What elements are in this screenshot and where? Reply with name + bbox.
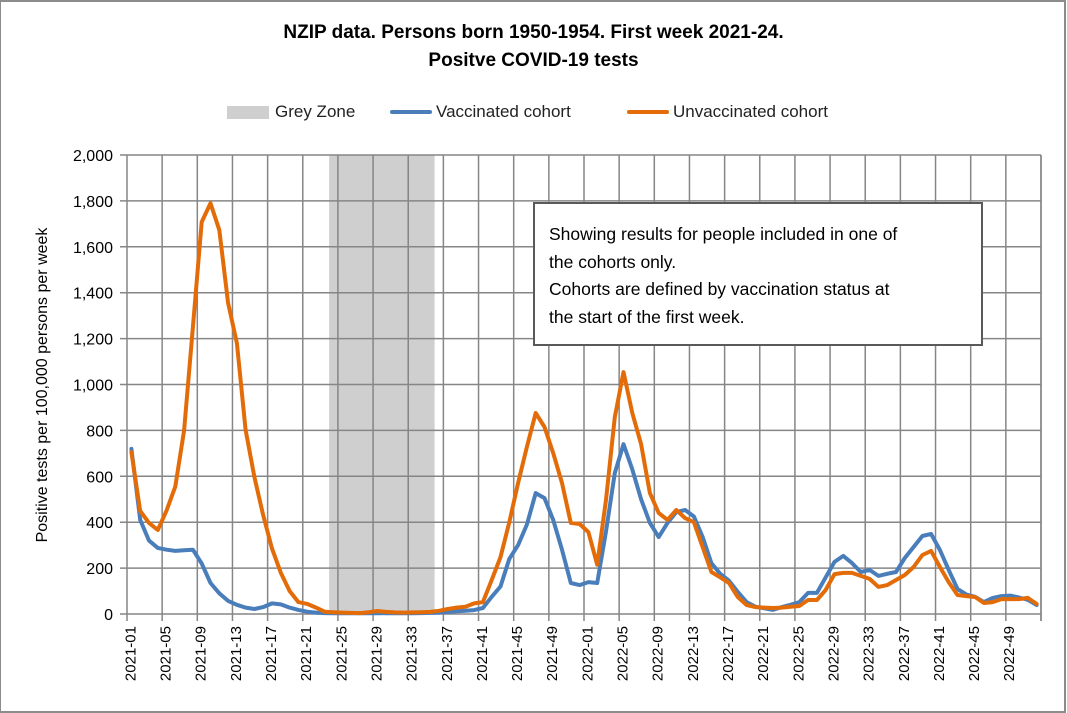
legend-label-unvaccinated: Unvaccinated cohort: [673, 102, 828, 121]
y-tick-label: 1,600: [73, 240, 113, 257]
legend-item-grey-zone: Grey Zone: [227, 102, 355, 122]
legend-label-grey-zone: Grey Zone: [275, 102, 356, 121]
x-tick-label: 2021-49: [544, 626, 561, 681]
x-tick-label: 2021-09: [193, 626, 210, 681]
y-tick-label: 0: [104, 607, 113, 624]
x-tick-label: 2022-25: [790, 626, 807, 681]
y-tick-label: 1,800: [73, 194, 113, 211]
legend-item-unvaccinated: Unvaccinated cohort: [627, 102, 828, 122]
y-tick-label: 1,000: [73, 378, 113, 395]
x-tick-label: 2022-01: [579, 626, 596, 681]
x-tick-label: 2021-21: [298, 626, 315, 681]
x-tick-label: 2022-05: [615, 626, 632, 681]
legend-label-vaccinated: Vaccinated cohort: [436, 102, 571, 121]
x-tick-label: 2021-45: [509, 626, 526, 681]
x-tick-label: 2021-33: [404, 626, 421, 681]
x-tick-label: 2022-21: [755, 626, 772, 681]
x-tick-label: 2021-05: [158, 626, 175, 681]
annotation-line: the cohorts only.: [549, 251, 677, 272]
x-tick-label: 2022-09: [650, 626, 667, 681]
x-tick-label: 2021-37: [439, 626, 456, 681]
x-tick-label: 2022-49: [1001, 626, 1018, 681]
x-tick-label: 2021-17: [263, 626, 280, 681]
y-axis-label: Positive tests per 100,000 persons per w…: [34, 227, 51, 543]
x-tick-label: 2022-41: [931, 626, 948, 681]
y-tick-label: 600: [86, 469, 113, 486]
annotation-line: Showing results for people included in o…: [549, 224, 898, 244]
y-tick-label: 200: [86, 561, 113, 578]
annotation-box: Showing results for people included in o…: [533, 202, 983, 346]
chart-subtitle: Positve COVID-19 tests: [428, 50, 639, 71]
legend-swatch-vaccinated: [390, 110, 432, 114]
x-tick-label: 2021-13: [228, 626, 245, 681]
x-tick-label: 2022-29: [825, 626, 842, 681]
y-tick-label: 1,400: [73, 286, 113, 303]
legend-swatch-grey-zone: [227, 105, 269, 119]
x-tick-label: 2021-25: [333, 626, 350, 681]
x-tick-label: 2022-33: [861, 626, 878, 681]
x-tick-label: 2022-13: [685, 626, 702, 681]
annotation-line: Cohorts are defined by vaccination statu…: [549, 279, 890, 299]
y-tick-label: 1,200: [73, 332, 113, 349]
legend: Grey Zone Vaccinated cohort Unvaccinated…: [0, 102, 1067, 124]
y-tick-label: 400: [86, 515, 113, 532]
series-line-vaccinated: [129, 442, 1039, 616]
y-tick-label: 800: [86, 423, 113, 440]
x-tick-label: 2022-37: [896, 626, 913, 681]
chart-title: NZIP data. Persons born 1950-1954. First…: [283, 22, 784, 43]
x-tick-label: 2021-01: [122, 626, 139, 681]
y-tick-label: 2,000: [73, 148, 113, 165]
x-tick-label: 2022-45: [966, 626, 983, 681]
x-tick-label: 2021-41: [474, 626, 491, 681]
x-tick-label: 2022-17: [720, 626, 737, 681]
series-line-unvaccinated: [129, 201, 1039, 616]
legend-item-vaccinated: Vaccinated cohort: [390, 102, 571, 122]
x-tick-label: 2021-29: [368, 626, 385, 681]
annotation-line: the start of the first week.: [549, 306, 745, 327]
legend-swatch-unvaccinated: [627, 110, 669, 114]
